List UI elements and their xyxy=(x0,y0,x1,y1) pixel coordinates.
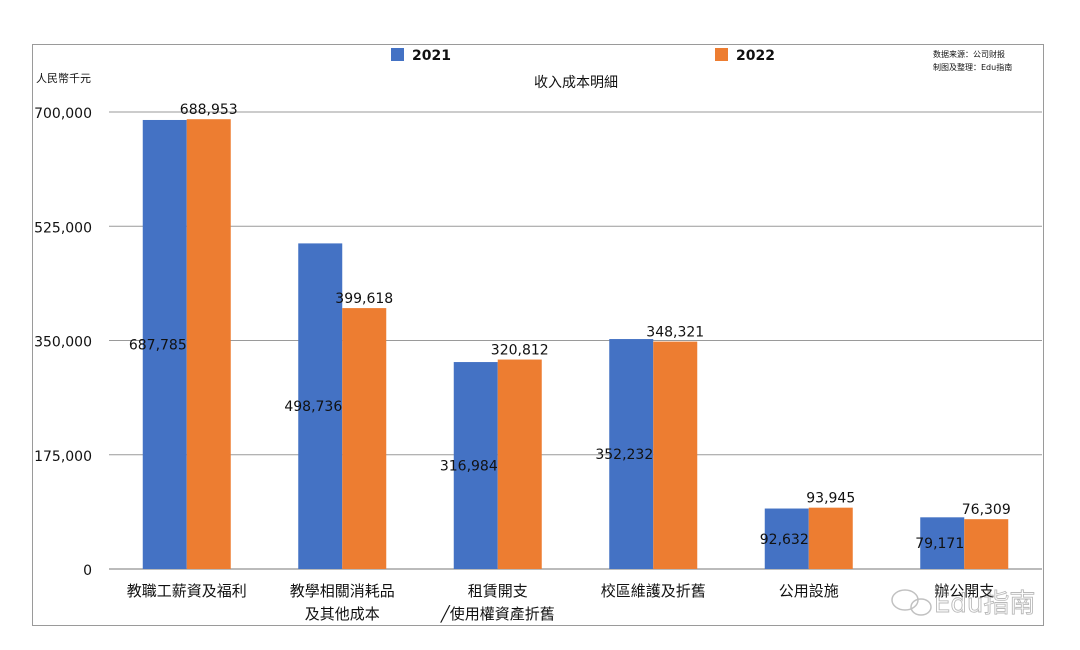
y-tick-label: 350,000 xyxy=(34,335,92,351)
data-label-2021: 687,785 xyxy=(129,337,187,353)
category-label: 辦公開支 xyxy=(934,582,994,600)
category-label: 租賃開支 xyxy=(468,582,528,600)
chart-frame xyxy=(32,44,1044,626)
y-tick-label: 525,000 xyxy=(34,220,92,236)
bar-2021 xyxy=(142,119,187,570)
category-label: 校區維護及折舊 xyxy=(601,582,706,600)
source-note-line-2: 制图及整理：Edu指南 xyxy=(933,62,1012,72)
data-label-2022: 399,618 xyxy=(335,291,393,307)
bar-2021 xyxy=(298,243,343,569)
data-label-2022: 76,309 xyxy=(962,502,1011,518)
wechat-bubble-icon xyxy=(891,589,919,611)
data-label-2022: 93,945 xyxy=(806,491,855,507)
y-tick-label: 175,000 xyxy=(34,449,92,465)
category-label: 及其他成本 xyxy=(305,605,380,623)
watermark-logo: Edu指南 xyxy=(891,589,1036,619)
source-note-line-1: 数据来源：公司财报 xyxy=(933,49,1005,59)
bar-2021 xyxy=(920,517,965,569)
y-tick-label: 0 xyxy=(83,563,92,579)
chart-title: 收入成本明細 xyxy=(534,75,618,91)
bar-2022 xyxy=(497,359,542,569)
bar-2021 xyxy=(764,508,809,569)
data-label-2022: 348,321 xyxy=(646,325,704,341)
watermark-text: Edu指南 xyxy=(934,589,1035,619)
category-label: ╱使用權資產折舊 xyxy=(440,605,555,623)
data-label-2021: 92,632 xyxy=(760,532,809,548)
category-label: 教學相關消耗品 xyxy=(290,582,395,600)
data-label-2021: 316,984 xyxy=(440,459,498,475)
bar-2022 xyxy=(342,308,387,569)
data-label-2021: 352,232 xyxy=(595,447,653,463)
data-label-2021: 498,736 xyxy=(284,399,342,415)
bar-2021 xyxy=(609,339,654,569)
bars xyxy=(142,119,1009,570)
bar-2022 xyxy=(808,507,853,569)
data-label-2021: 79,171 xyxy=(915,536,964,552)
bar-2022 xyxy=(653,341,698,569)
legend-swatch-2022 xyxy=(715,48,728,61)
y-tick-label: 700,000 xyxy=(34,106,92,122)
data-label-2022: 688,953 xyxy=(180,102,238,118)
wechat-bubble-small-icon xyxy=(910,598,932,616)
legend-label-2021: 2021 xyxy=(412,48,451,64)
labels: 0 175,000 350,000 525,000 700,000 687,785 688,… xyxy=(34,102,1011,623)
y-axis-label: 人民幣千元 xyxy=(36,72,91,85)
bar-2022 xyxy=(186,119,231,570)
category-label: 公用設施 xyxy=(779,582,839,600)
legend-swatch-2021 xyxy=(391,48,404,61)
bar-2021 xyxy=(453,362,498,569)
category-label: 教職工薪資及福利 xyxy=(127,582,247,600)
data-label-2022: 320,812 xyxy=(491,343,549,359)
gridlines xyxy=(109,111,1042,570)
bar-2022 xyxy=(964,519,1009,569)
legend-label-2022: 2022 xyxy=(736,48,775,64)
